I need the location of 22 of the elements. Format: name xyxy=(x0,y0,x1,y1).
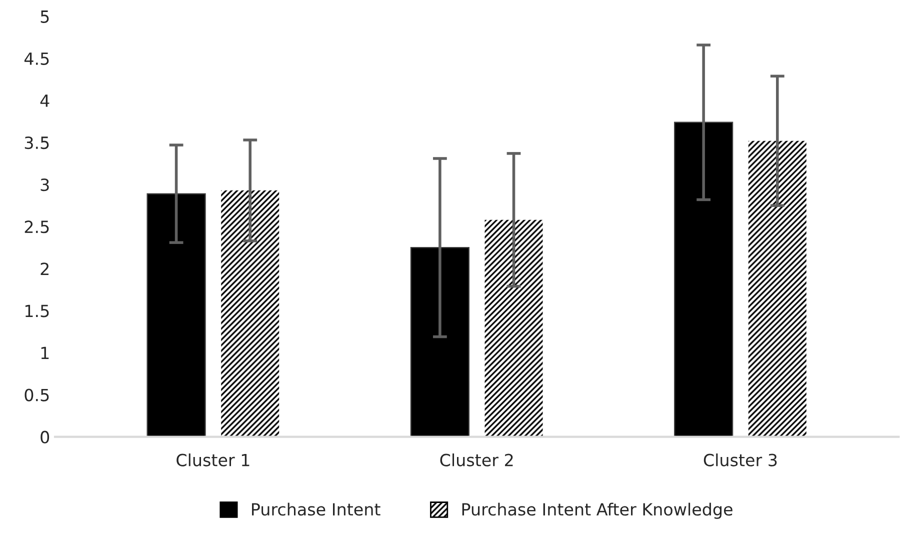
bar xyxy=(674,122,734,437)
y-tick-label: 1 xyxy=(41,346,49,360)
bar xyxy=(221,190,280,437)
x-tick-label: Cluster 3 xyxy=(704,453,777,466)
y-tick-label: 0.5 xyxy=(24,388,49,402)
y-tick-label: 3.5 xyxy=(24,136,49,150)
x-tick-label: Cluster 2 xyxy=(440,453,513,466)
legend-label: Purchase Intent xyxy=(252,502,380,516)
y-tick-label: 4 xyxy=(40,94,50,107)
x-tick-label: Cluster 1 xyxy=(176,453,250,466)
bar xyxy=(410,247,470,437)
y-tick-label: 4.5 xyxy=(24,52,49,65)
y-tick-label: 2 xyxy=(40,262,48,275)
y-tick-label: 3 xyxy=(40,178,49,192)
y-tick-label: 5 xyxy=(40,10,49,23)
y-tick-label: 1.5 xyxy=(25,304,49,318)
legend-label: Purchase Intent After Knowledge xyxy=(462,502,732,519)
y-tick-label: 0 xyxy=(40,430,50,444)
y-tick-label: 2.5 xyxy=(24,220,49,234)
bar xyxy=(146,193,206,437)
bar xyxy=(484,220,543,437)
bar xyxy=(748,140,806,437)
